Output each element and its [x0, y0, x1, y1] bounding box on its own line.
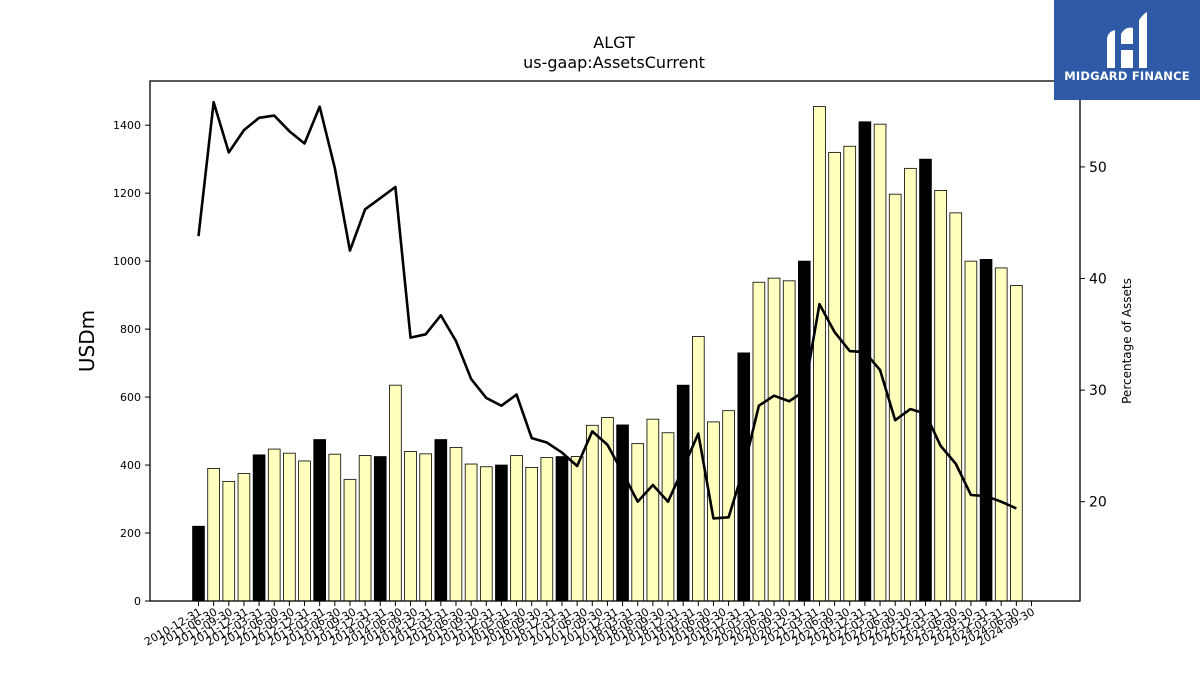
y-axis-label: USDm [75, 310, 99, 372]
bar [267, 448, 281, 602]
midgard-logo-icon [1107, 12, 1147, 69]
bar [782, 280, 796, 602]
midgard-finance-logo: MIDGARD FINANCE [1054, 0, 1200, 100]
bar [631, 443, 645, 602]
bar [373, 456, 387, 602]
y2-axis-label: Percentage of Assets [1120, 278, 1134, 404]
bar [964, 260, 978, 602]
y2-tick-label: 40 [1089, 272, 1107, 288]
y-tick-label: 200 [120, 527, 141, 540]
bar [495, 464, 508, 602]
chart-subtitle: us-gaap:AssetsCurrent [523, 53, 705, 72]
axes: 0200400600800100012001400203040502010-12… [113, 80, 1107, 649]
bar [752, 281, 766, 602]
bar [570, 456, 584, 602]
y-tick-label: 1400 [113, 119, 141, 132]
bar [813, 106, 826, 602]
bar [283, 452, 296, 602]
bar [252, 454, 266, 602]
bar-group [192, 106, 1023, 602]
bar [555, 456, 569, 602]
bar [449, 446, 463, 602]
y2-tick-label: 20 [1089, 495, 1107, 511]
bar [858, 121, 872, 602]
logo-text: MIDGARD FINANCE [1064, 69, 1190, 83]
bar [676, 384, 690, 602]
y-tick-label: 400 [120, 459, 141, 472]
bar [525, 467, 538, 602]
y2-tick-label: 30 [1089, 383, 1107, 399]
bar [298, 460, 311, 602]
line-group [197, 100, 1017, 520]
bar [994, 267, 1008, 602]
bar [919, 158, 932, 602]
bar [767, 277, 781, 602]
percentage-line [197, 100, 1017, 520]
plot-frame [149, 80, 1081, 602]
bar [737, 352, 751, 602]
y-tick-label: 1200 [113, 187, 141, 200]
bar [404, 451, 417, 602]
bar [313, 439, 326, 602]
bar [843, 145, 857, 602]
y2-tick-label: 50 [1089, 160, 1107, 176]
bar [389, 384, 402, 602]
bar [237, 473, 251, 602]
bar [691, 336, 705, 602]
bar [540, 457, 554, 602]
bar [979, 259, 993, 602]
bar [222, 480, 236, 602]
bar [510, 455, 523, 602]
bar [1010, 285, 1023, 602]
bar [464, 463, 478, 602]
bar [888, 193, 902, 602]
bar [358, 455, 372, 602]
chart-title: ALGT [593, 33, 635, 52]
bar [616, 424, 629, 602]
bar [934, 190, 947, 602]
bar [949, 212, 963, 602]
bar [585, 424, 599, 602]
bar [207, 468, 220, 602]
bar [828, 151, 841, 602]
y-tick-label: 0 [134, 595, 141, 608]
bar [419, 453, 432, 602]
bar [798, 260, 811, 602]
bar [904, 167, 917, 602]
bar [328, 453, 342, 602]
bar [646, 418, 660, 602]
bar [479, 466, 493, 602]
bar [661, 432, 675, 602]
y-tick-label: 800 [120, 323, 141, 336]
bar [873, 123, 887, 602]
bar [192, 525, 205, 602]
y-tick-label: 1000 [113, 255, 141, 268]
bar [434, 439, 448, 602]
y-tick-label: 600 [120, 391, 141, 404]
bar [343, 478, 357, 602]
